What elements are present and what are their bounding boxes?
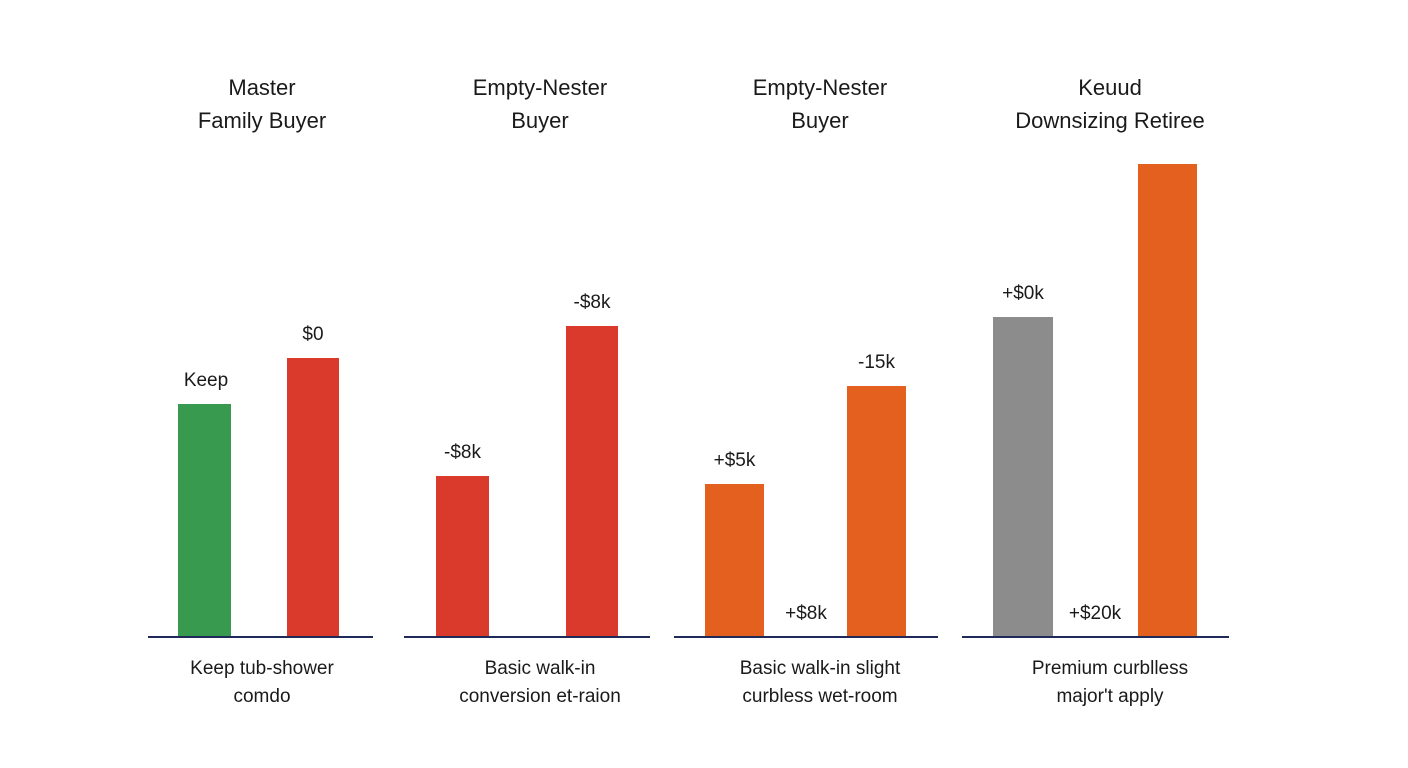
bar-label-2-1: -$8k [444,442,481,463]
bar-label-4-2: +$20k [1069,603,1122,624]
bar-4-1 [993,317,1053,637]
group-title-4-line-2: Downsizing Retiree [1015,108,1205,133]
group-title-2-line-2: Buyer [511,108,568,133]
group-title-3-line-2: Buyer [791,108,848,133]
bar-2-2 [566,326,618,637]
bar-label-3-3: -15k [858,352,895,373]
bar-1-2 [287,358,339,637]
bar-label-1-2: $0 [302,324,323,345]
group-title-4-line-1: Keuud [1078,75,1142,100]
group-title-1-line-2: Family Buyer [198,108,326,133]
group-caption-1-line-2: comdo [233,686,290,707]
group-caption-1-line-1: Keep tub-shower [190,658,334,679]
bar-3-1 [705,484,764,637]
bar-1-1 [178,404,231,637]
bar-2-1 [436,476,489,637]
bar-label-3-2: +$8k [785,603,827,624]
bar-label-1-1: Keep [184,370,228,391]
group-title-2-line-1: Empty-Nester [473,75,607,100]
group-caption-2-line-2: conversion et-raion [459,686,621,707]
bar-3-3 [847,386,906,637]
bar-label-4-1: +$0k [1002,283,1044,304]
group-caption-3-line-2: curbless wet-room [742,686,897,707]
group-title-1-line-1: Master [228,75,295,100]
group-title-3-line-1: Empty-Nester [753,75,887,100]
group-caption-3-line-1: Basic walk-in slight [740,658,901,679]
group-caption-4-line-1: Premium curblless [1032,658,1188,679]
bar-label-3-1: +$5k [714,450,756,471]
bar-label-2-2: -$8k [574,292,611,313]
group-caption-4-line-2: major't apply [1056,686,1164,707]
bar-4-3 [1138,164,1197,637]
group-caption-2-line-1: Basic walk-in [485,658,596,679]
